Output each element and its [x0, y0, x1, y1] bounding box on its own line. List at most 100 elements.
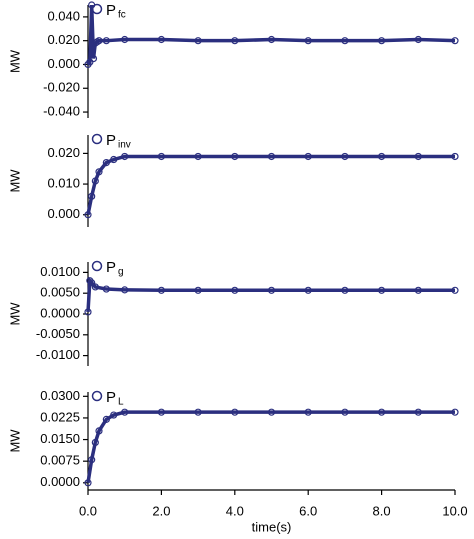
data-point — [378, 37, 386, 45]
data-point — [121, 35, 129, 44]
legend-label: P — [106, 2, 116, 19]
data-point — [110, 155, 118, 164]
legend-subscript: g — [118, 267, 124, 278]
legend-marker — [91, 133, 103, 145]
data-point — [84, 308, 92, 316]
y-axis-label: MW — [7, 169, 22, 193]
y-tick-label: 0.0000 — [40, 474, 80, 489]
data-point — [86, 277, 94, 285]
data-point — [194, 408, 202, 416]
legend-label: P — [106, 259, 116, 276]
data-point — [341, 408, 349, 416]
data-point — [88, 192, 96, 200]
x-axis-label: time(s) — [252, 519, 292, 534]
y-tick-label: 0.0100 — [40, 264, 80, 279]
data-point — [414, 152, 422, 161]
y-tick-label: 0.020 — [47, 32, 80, 47]
data-point — [267, 152, 276, 161]
legend-subscript: inv — [118, 140, 131, 151]
legend-marker — [91, 260, 103, 272]
data-point — [267, 408, 276, 416]
x-tick-label: 4.0 — [226, 503, 244, 518]
data-point — [341, 37, 349, 45]
legend-marker — [91, 3, 103, 15]
y-tick-label: -0.0050 — [36, 326, 80, 341]
x-tick-label: 10.0 — [442, 503, 467, 518]
data-point — [102, 37, 110, 45]
data-point — [267, 35, 276, 44]
data-point — [414, 408, 422, 416]
data-point — [84, 211, 92, 219]
y-tick-label: 0.0050 — [40, 285, 80, 300]
data-point — [378, 408, 386, 416]
x-tick-label: 2.0 — [152, 503, 170, 518]
y-tick-label: -0.0100 — [36, 347, 80, 362]
y-tick-label: 0.000 — [47, 56, 80, 71]
data-point — [91, 438, 99, 447]
data-point — [102, 415, 110, 423]
y-tick-label: 0.010 — [47, 176, 80, 191]
y-tick-label: 0.040 — [47, 8, 80, 23]
data-point — [231, 152, 239, 161]
data-point — [304, 408, 312, 416]
y-tick-label: 0.0300 — [40, 388, 80, 403]
data-point — [91, 283, 99, 291]
data-point — [194, 37, 202, 45]
data-point — [451, 37, 459, 45]
y-tick-label: 0.0000 — [40, 305, 80, 320]
data-point — [194, 152, 202, 161]
series-line — [86, 410, 455, 484]
y-tick-label: -0.020 — [43, 80, 80, 95]
legend-label: P — [106, 132, 116, 149]
data-point — [378, 286, 386, 294]
data-point — [414, 35, 422, 44]
legend-marker — [91, 390, 103, 402]
y-axis-label: MW — [7, 302, 22, 326]
data-point — [194, 286, 202, 294]
data-point — [231, 286, 239, 294]
series-line — [86, 4, 456, 66]
data-point — [304, 286, 312, 294]
data-point — [88, 456, 96, 464]
x-tick-label: 6.0 — [299, 503, 317, 518]
legend-subscript: L — [118, 397, 124, 408]
data-point — [341, 286, 349, 294]
data-point — [121, 408, 129, 416]
data-point — [157, 35, 165, 44]
data-point — [95, 168, 103, 176]
data-point — [231, 37, 239, 45]
data-point — [84, 479, 92, 487]
data-point — [95, 427, 103, 435]
data-point — [157, 152, 165, 161]
y-axis-label: MW — [7, 429, 22, 453]
x-tick-label: 0.0 — [79, 503, 97, 518]
data-point — [110, 411, 118, 419]
data-point — [451, 408, 459, 416]
data-point — [231, 408, 239, 416]
data-point — [89, 54, 98, 63]
data-point — [451, 152, 459, 161]
data-point — [121, 286, 129, 294]
data-point — [102, 285, 110, 293]
data-point — [304, 37, 312, 45]
series-line — [86, 276, 455, 313]
data-point — [341, 152, 349, 161]
data-point — [414, 286, 422, 294]
data-point — [95, 37, 103, 45]
data-point — [86, 58, 94, 66]
data-point — [157, 286, 165, 294]
x-tick-label: 8.0 — [373, 503, 391, 518]
series-line — [86, 154, 455, 216]
data-point — [91, 177, 99, 185]
data-point — [88, 279, 96, 287]
data-point — [304, 152, 312, 161]
legend-subscript: fc — [118, 10, 126, 21]
y-tick-label: 0.0150 — [40, 431, 80, 446]
data-point — [378, 152, 386, 161]
y-axis-label: MW — [7, 49, 22, 73]
y-tick-label: 0.020 — [47, 145, 80, 160]
legend-label: P — [106, 389, 116, 406]
y-tick-label: -0.040 — [43, 103, 80, 118]
data-point — [102, 159, 110, 167]
